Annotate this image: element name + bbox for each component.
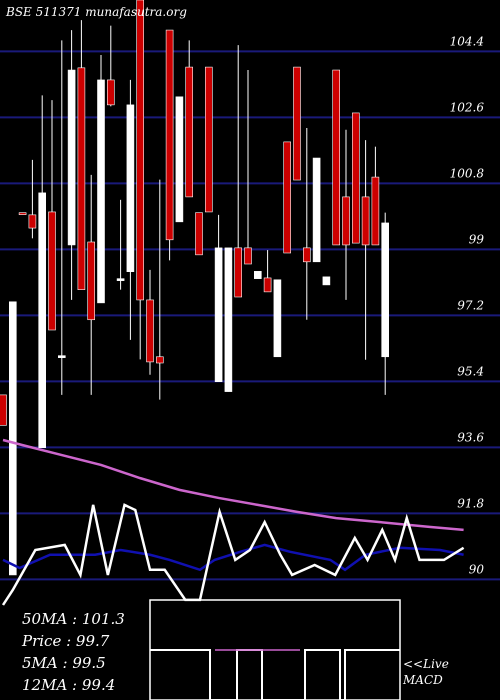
y-tick-label: 93.6 [457,430,484,444]
candle-body [361,196,370,246]
indicator-line [1,503,465,606]
candle-body [156,356,164,364]
info-line: 12MA : 99.4 [22,676,115,694]
y-tick-label: 100.8 [450,166,485,180]
candle-body [126,104,135,272]
candle-body [38,192,47,448]
info: 50MA : 101.3 Price : 99.7 5MA : 99.5 12M… [21,610,125,694]
candle-body [381,222,390,358]
candle-body [283,141,292,254]
y-tick-label: 99 [469,232,485,246]
candle-body [263,277,272,293]
candle-body [107,79,115,106]
candle-body [302,247,311,263]
macd-panel: <<Live MACD [149,599,449,700]
candle-body [136,0,144,301]
candle-body [195,212,203,256]
candle-body [205,66,213,213]
candle-body [332,69,341,246]
plot [0,0,465,606]
candle-body [67,69,76,246]
candle-body [146,299,154,363]
candle-body [342,196,350,246]
y-tick-label: 91.8 [457,496,484,510]
y-tick-label: 95.4 [457,364,484,378]
candle-body [254,271,262,279]
candle-body [0,394,7,426]
candle-body [351,112,360,244]
y-tick-label: 97.2 [457,298,484,312]
candle-body [312,157,321,263]
candle-body [244,247,252,265]
candle-body [175,96,184,223]
candle-body [234,247,242,298]
candle-body [77,67,86,290]
candle-body [18,212,27,215]
chart-title: BSE 511371 munafasutra.org [5,5,187,19]
candle-body [97,79,105,304]
info-line: 50MA : 101.3 [22,610,125,628]
candle-body [48,211,56,331]
y-tick-label: 104.4 [450,34,484,48]
candle-body [116,278,125,281]
macd-label: <<Live [403,657,449,671]
y-tick-label: 90 [469,562,485,576]
candle-body [293,66,301,181]
info-line: Price : 99.7 [21,632,110,650]
candle-body [185,66,193,198]
candle-body [9,301,17,576]
candle-body [87,241,95,321]
candle-body [224,247,233,392]
candle-body [165,29,174,241]
candle-body [57,355,66,358]
candle-body [371,176,380,246]
indicator-line [2,438,464,532]
candle-body [214,247,223,382]
info-line: 5MA : 99.5 [22,654,106,672]
macd-label: MACD [402,673,443,687]
candle-body [322,276,331,286]
candle-body [273,279,282,358]
y-tick-label: 102.6 [450,100,485,114]
candle-body [28,214,37,229]
